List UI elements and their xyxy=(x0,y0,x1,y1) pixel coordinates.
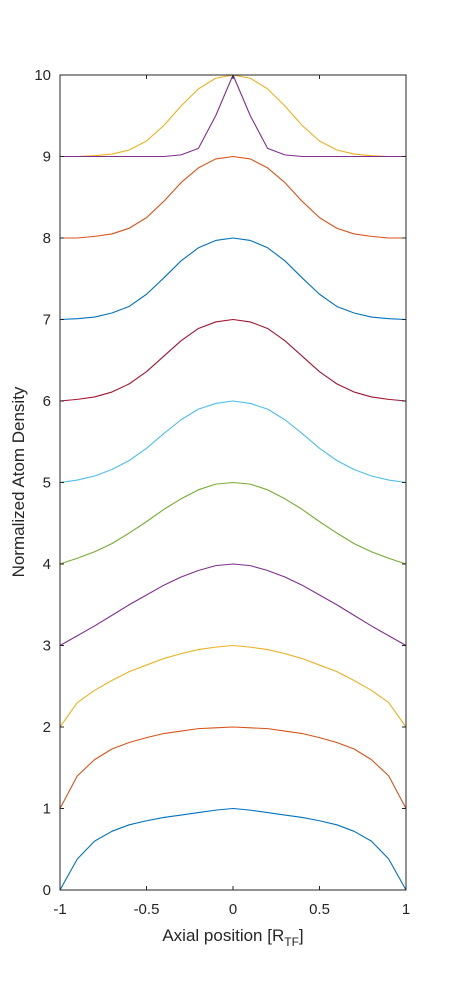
series-layer xyxy=(59,74,407,891)
y-tick-label: 0 xyxy=(43,882,51,899)
x-tick-label: -1 xyxy=(53,901,66,918)
y-tick-label: 2 xyxy=(43,719,51,736)
series-line-8 xyxy=(59,237,407,321)
series-line-10 xyxy=(60,74,406,158)
y-tick-label: 10 xyxy=(34,67,51,84)
x-tick-label: 0.5 xyxy=(309,901,330,918)
x-tick-label: 1 xyxy=(402,901,410,918)
y-tick-label: 1 xyxy=(43,801,51,818)
series-line-9 xyxy=(60,155,406,239)
x-tick-label: -0.5 xyxy=(134,901,160,918)
series-line-7 xyxy=(59,318,407,402)
y-tick-label: 3 xyxy=(43,638,51,655)
y-axis-label: Normalized Atom Density xyxy=(9,386,28,577)
tick-layer xyxy=(59,74,407,891)
y-tick-label: 9 xyxy=(43,149,51,166)
y-tick-label: 5 xyxy=(43,475,51,492)
y-tick-label: 8 xyxy=(43,230,51,247)
series-line-11 xyxy=(60,74,406,158)
y-tick-label: 4 xyxy=(43,556,51,573)
y-tick-label: 7 xyxy=(43,312,51,329)
x-axis-label: Axial position [RTF] xyxy=(162,926,303,949)
series-line-6 xyxy=(59,400,407,484)
y-tick-label: 6 xyxy=(43,393,51,410)
series-line-4 xyxy=(59,563,407,646)
series-line-1 xyxy=(59,807,407,891)
x-tick-label: 0 xyxy=(229,901,237,918)
series-line-2 xyxy=(59,726,407,809)
series-line-5 xyxy=(59,481,407,565)
series-line-3 xyxy=(59,644,407,728)
